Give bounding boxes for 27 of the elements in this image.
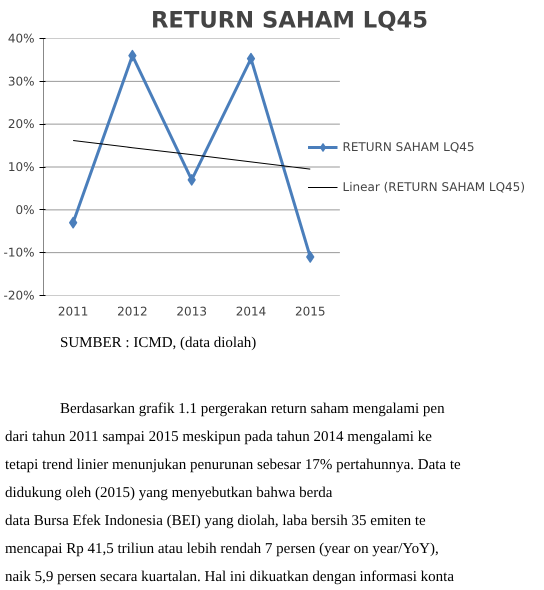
text: dari tahun 2011 sampai 2015 meskipun pada tahun 2014 mengalami ke [5, 428, 433, 447]
y-tick-label: -10% [4, 246, 35, 260]
x-tick-label: 2011 [58, 304, 88, 318]
text: Berdasarkan grafik 1.1 pergerakan return saham mengalami pen [59, 400, 446, 419]
text: didukung oleh (2015) yang menyebutkan bahwa berda [5, 484, 334, 503]
text: naik 5,9 persen secara kuartalan. Hal ini dikuatkan dengan informasi konta [5, 568, 456, 587]
y-tick-label: 0% [15, 202, 35, 217]
line-series [72, 140, 311, 170]
x-tick-label: 2015 [294, 304, 326, 318]
x-tick-label: 2013 [176, 304, 207, 318]
legend-label: Linear (RETURN SAHAM LQ45) [342, 180, 525, 194]
point [68, 216, 78, 229]
point [128, 50, 137, 62]
x-tick-label: 2014 [236, 304, 266, 318]
legend-label: RETURN SAHAM LQ45 [342, 140, 475, 154]
y-tick-label: 10% [8, 160, 34, 174]
text: SUMBER : ICMD, (data diolah) [59, 334, 258, 353]
y-tick-label: 30% [8, 74, 34, 88]
y-tick-label: 40% [8, 32, 34, 46]
y-tick-label: -20% [4, 288, 35, 302]
text: data Bursa Efek Indonesia (BEI) yang diolah, laba bersih 35 emiten te [5, 512, 427, 531]
point [246, 52, 256, 65]
text: tetapi trend linier menunjukan penurunan sebesar 17% pertahunnya. Data te [5, 456, 462, 475]
chart-title: RETURN SAHAM LQ45 [150, 8, 428, 34]
x-tick-label: 2012 [117, 304, 148, 318]
y-tick-label: 20% [8, 117, 34, 132]
text: mencapai Rp 41,5 triliun atau lebih rendah 7 persen (year on year/YoY), [5, 540, 440, 559]
